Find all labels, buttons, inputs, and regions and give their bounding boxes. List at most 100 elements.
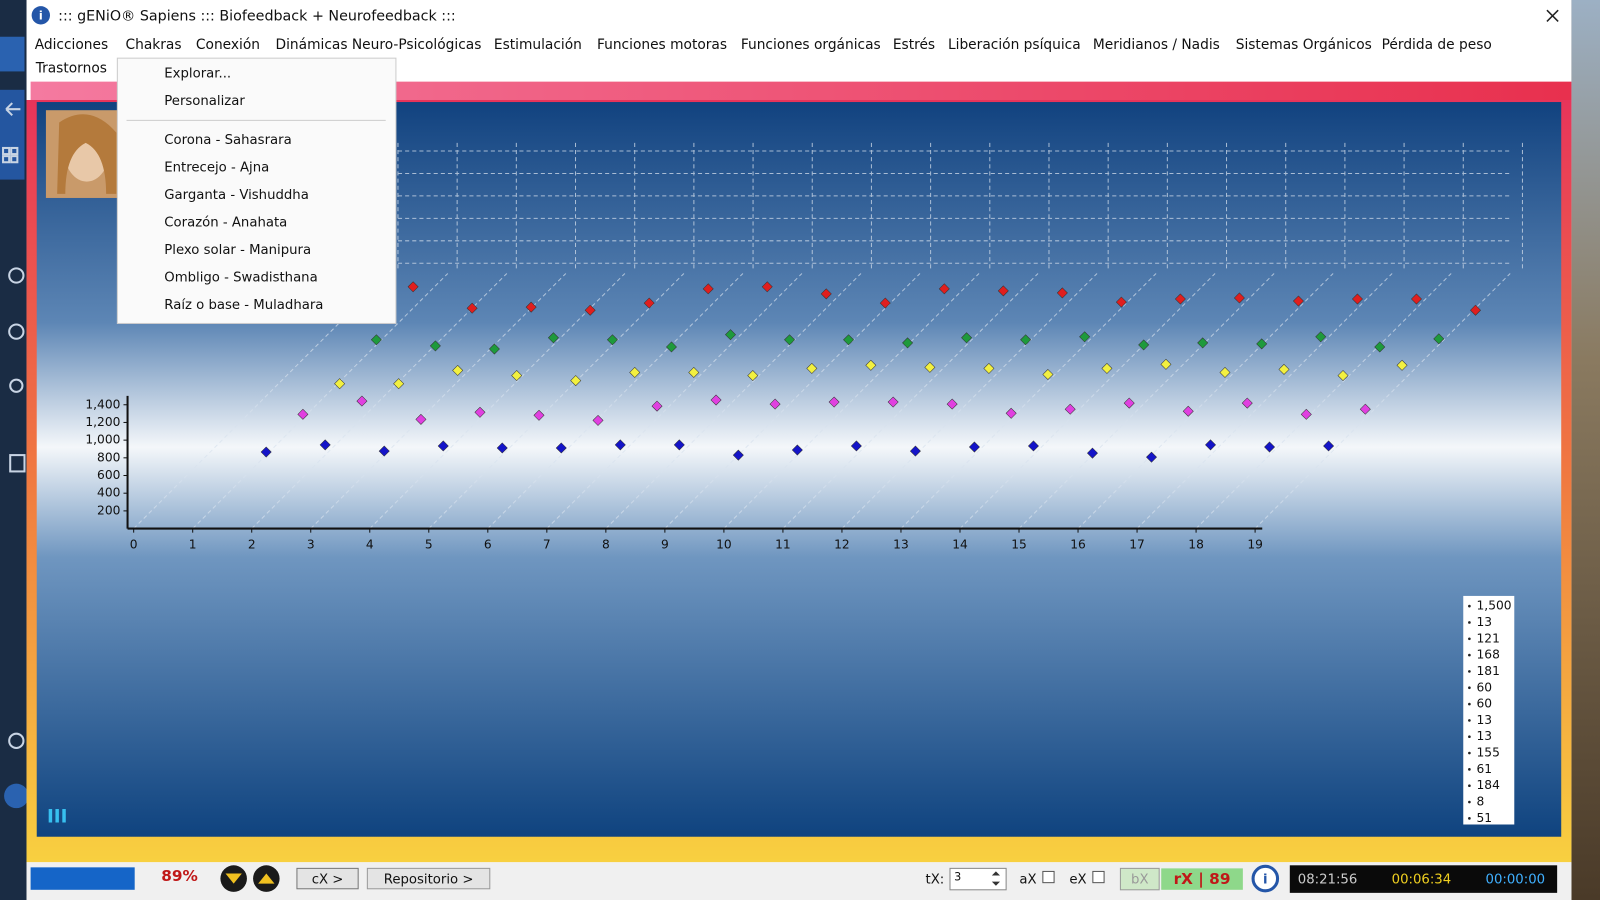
side-button[interactable]	[0, 36, 25, 72]
data-point	[1027, 440, 1039, 452]
readout-list: 1,500 13 121 168 181 60 60 13 13 155 61 184 8 51	[1468, 599, 1512, 825]
menu-item[interactable]: Conexión	[196, 37, 260, 53]
x-tick-label: 17	[1129, 537, 1145, 551]
readout-value: 51	[1477, 811, 1493, 825]
data-point	[761, 281, 773, 293]
chakras-dropdown: Explorar... Personalizar Corona - Sahasrar…	[116, 57, 397, 324]
x-tick-label: 6	[484, 537, 492, 551]
bullet	[1468, 800, 1471, 804]
data-point	[1278, 363, 1290, 375]
dropdown-item[interactable]: Entrecejo - Ajna	[164, 160, 269, 175]
menu-item[interactable]: Estimulación	[494, 37, 582, 53]
timers-panel	[1289, 865, 1558, 893]
tx-input[interactable]	[949, 867, 1007, 891]
data-point	[820, 288, 832, 300]
progress	[30, 867, 135, 890]
depth-grid-line	[900, 273, 1157, 529]
x-tick-label: 5	[425, 537, 433, 551]
ax-checkbox[interactable]	[1042, 870, 1055, 884]
data-point	[1233, 292, 1245, 304]
dropdown-item[interactable]: Plexo solar - Manipura	[164, 243, 311, 258]
dropdown-item[interactable]: Ombligo - Swadisthana	[164, 271, 317, 286]
data-point	[983, 362, 995, 374]
menu-bar: Adicciones Chakras Conexión Dinámicas Neuro…	[35, 37, 1492, 76]
readout-value: 168	[1477, 648, 1500, 662]
bullet	[1468, 784, 1471, 788]
readout-value: 13	[1477, 729, 1493, 743]
menu-item[interactable]: Pérdida de peso	[1382, 37, 1492, 53]
tx-spinner[interactable]	[991, 871, 1000, 886]
y-tick-label: 800	[97, 450, 120, 464]
data-point	[260, 446, 272, 458]
data-point	[547, 332, 559, 344]
bullet	[1468, 637, 1471, 641]
data-point	[533, 409, 545, 421]
data-point	[1101, 362, 1113, 374]
data-point	[1241, 397, 1253, 409]
data-point	[466, 302, 478, 314]
menu-item[interactable]: Sistemas Orgánicos	[1236, 37, 1372, 53]
data-point	[555, 442, 567, 454]
data-point	[997, 285, 1009, 297]
menu-item[interactable]: Dinámicas Neuro-Psicológicas	[276, 37, 482, 53]
data-point	[334, 378, 346, 390]
bullet	[1468, 817, 1471, 820]
x-tick-label: 16	[1070, 537, 1086, 551]
dropdown-item[interactable]: Corona - Sahasrara	[164, 133, 291, 148]
side-button[interactable]	[0, 89, 25, 180]
menu-item[interactable]: Adicciones	[35, 37, 109, 53]
close-button[interactable]	[1546, 9, 1559, 22]
depth-grid-line	[1136, 273, 1393, 529]
x-tick-label: 15	[1011, 537, 1027, 551]
dropdown-item[interactable]: Garganta - Vishuddha	[164, 188, 309, 203]
x-tick-label: 8	[602, 537, 610, 551]
data-point	[570, 375, 582, 387]
menu-item[interactable]: Meridianos / Nadis	[1093, 37, 1220, 53]
depth-grid-line	[310, 273, 567, 529]
data-point	[1315, 331, 1327, 343]
clock: 08:21:56	[1298, 873, 1358, 888]
data-point	[1160, 358, 1172, 370]
data-point	[614, 439, 626, 451]
percent: 89%	[161, 867, 198, 885]
depth-grid-line	[959, 273, 1216, 529]
data-point	[393, 378, 405, 390]
readout-value: 155	[1477, 746, 1500, 760]
data-point	[961, 332, 973, 344]
ex-checkbox[interactable]	[1092, 870, 1105, 884]
data-point	[1079, 331, 1091, 343]
data-point	[378, 445, 390, 457]
x-tick-label: 14	[952, 537, 968, 551]
menu-item[interactable]: Liberación psíquica	[948, 37, 1081, 53]
dropdown-item[interactable]: Corazón - Anahata	[164, 214, 287, 230]
side-app-icon[interactable]	[4, 783, 29, 809]
depth-grid-line	[1195, 273, 1452, 529]
x-tick-label: 4	[366, 537, 374, 551]
dropdown-item[interactable]: Raíz o base - Muladhara	[164, 297, 323, 313]
marker: III	[47, 806, 68, 827]
bx-button[interactable]	[1119, 867, 1160, 891]
data-point	[356, 395, 368, 407]
bullet	[1468, 653, 1471, 657]
data-point	[1359, 403, 1371, 415]
menu-item[interactable]: Estrés	[893, 37, 935, 53]
repository-button[interactable]	[366, 867, 491, 890]
data-point	[1470, 304, 1481, 316]
y-tick-label: 1,000	[85, 433, 120, 447]
dropdown-item[interactable]: Explorar...	[164, 66, 231, 81]
cx-button[interactable]	[296, 867, 359, 890]
dropdown-item[interactable]: Personalizar	[164, 94, 245, 109]
data-point	[437, 440, 449, 452]
menu-item[interactable]: Funciones motoras	[597, 37, 727, 53]
menu-item[interactable]: Funciones orgánicas	[741, 37, 881, 53]
data-point	[1300, 408, 1312, 420]
readout-panel	[1463, 595, 1515, 825]
data-point	[1042, 369, 1054, 380]
readout-value: 181	[1477, 664, 1500, 678]
side-icons	[2, 102, 26, 749]
repository-label: Repositorio >	[384, 873, 474, 888]
menu-item[interactable]: Chakras	[126, 37, 182, 53]
info-button[interactable]	[1251, 864, 1280, 893]
menu-item[interactable]: Trastornos	[35, 60, 107, 76]
readout-value: 1,500	[1477, 599, 1512, 613]
